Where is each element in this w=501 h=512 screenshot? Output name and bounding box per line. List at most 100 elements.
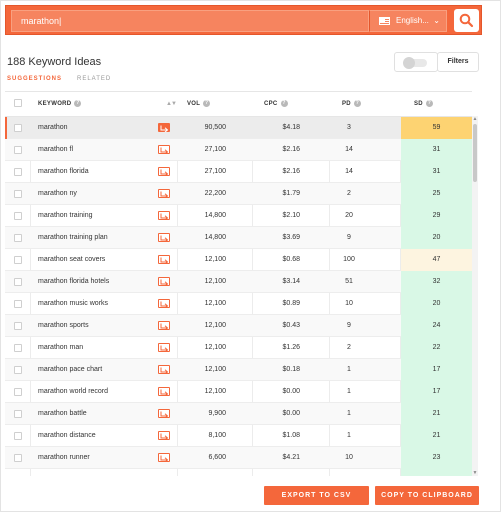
cpc-cell: $3.14	[282, 278, 300, 285]
open-keyword-icon[interactable]	[158, 343, 170, 352]
cpc-cell: $4.21	[282, 454, 300, 461]
row-checkbox[interactable]	[14, 190, 22, 198]
column-header-vol[interactable]: VOL?	[187, 92, 249, 117]
cpc-cell: $2.16	[282, 146, 300, 153]
open-keyword-icon[interactable]	[158, 233, 170, 242]
row-checkbox[interactable]	[14, 256, 22, 264]
open-keyword-icon[interactable]	[158, 189, 170, 198]
table-row[interactable]: marathon florida hotels 12,100 $3.14 51 32	[5, 271, 472, 293]
scrollbar-thumb[interactable]	[473, 124, 477, 182]
column-header-sd-label: SD	[414, 101, 423, 107]
open-keyword-icon[interactable]	[158, 387, 170, 396]
keyword-cell: marathon man	[38, 344, 84, 351]
table-row[interactable]: marathon florida 27,100 $2.16 14 31	[5, 161, 472, 183]
table-row[interactable]: marathon training 14,800 $2.10 20 29	[5, 205, 472, 227]
vol-cell: 12,100	[204, 344, 226, 351]
sd-cell: 17	[401, 359, 472, 381]
pd-cell: 1	[347, 366, 351, 373]
keyword-cell: marathon training	[38, 212, 93, 219]
column-header-cpc[interactable]: CPC?	[264, 92, 326, 117]
vol-cell: 12,100	[204, 322, 226, 329]
open-keyword-icon[interactable]	[158, 299, 170, 308]
filters-button[interactable]: Filters	[437, 52, 479, 72]
sd-cell: 21	[401, 403, 472, 425]
row-checkbox[interactable]	[14, 410, 22, 418]
open-keyword-icon[interactable]	[158, 145, 170, 154]
scroll-down-arrow-icon[interactable]: ▼	[472, 470, 478, 476]
open-keyword-icon[interactable]	[158, 453, 170, 462]
cpc-cell: $2.10	[282, 212, 300, 219]
search-input[interactable]: marathon|	[11, 10, 369, 32]
table-row[interactable]: marathon fl 27,100 $2.16 14 31	[5, 139, 472, 161]
column-header-keyword[interactable]: KEYWORD? ▲▼	[38, 92, 177, 117]
table-row[interactable]: marathon training plan 14,800 $3.69 9 20	[5, 227, 472, 249]
table-row[interactable]: marathon world record 12,100 $0.00 1 17	[5, 381, 472, 403]
view-toggle[interactable]	[394, 52, 438, 72]
row-checkbox[interactable]	[14, 366, 22, 374]
open-keyword-icon[interactable]	[158, 123, 170, 132]
row-checkbox[interactable]	[14, 278, 22, 286]
table-row[interactable]: marathon seat covers 12,100 $0.68 100 47	[5, 249, 472, 271]
table-row[interactable]: marathon runner 6,600 $4.21 10 23	[5, 447, 472, 469]
table-row[interactable]: marathon distance 8,100 $1.08 1 21	[5, 425, 472, 447]
column-header-pd[interactable]: PD?	[342, 92, 397, 117]
open-keyword-icon[interactable]	[158, 255, 170, 264]
table-row[interactable]: marathon pace chart 12,100 $0.18 1 17	[5, 359, 472, 381]
row-checkbox[interactable]	[14, 322, 22, 330]
vol-cell: 22,200	[204, 190, 226, 197]
open-keyword-icon[interactable]	[158, 277, 170, 286]
sd-cell: 23	[401, 447, 472, 469]
keyword-cell: marathon sports	[38, 322, 89, 329]
row-checkbox[interactable]	[14, 454, 22, 462]
scrollbar[interactable]	[472, 116, 478, 476]
help-icon: ?	[425, 99, 433, 107]
keyword-cell: marathon battle	[38, 410, 87, 417]
toggle-knob	[403, 57, 415, 69]
table-row[interactable]: marathon man 12,100 $1.26 2 22	[5, 337, 472, 359]
open-keyword-icon[interactable]	[158, 321, 170, 330]
row-checkbox[interactable]	[14, 234, 22, 242]
row-checkbox[interactable]	[14, 388, 22, 396]
row-checkbox[interactable]	[14, 432, 22, 440]
table-row[interactable]: marathon 90,500 $4.18 3 59	[5, 117, 472, 139]
table-row[interactable]: marathon sports 12,100 $0.43 9 24	[5, 315, 472, 337]
row-checkbox[interactable]	[14, 168, 22, 176]
table-row[interactable]: marathon ny 22,200 $1.79 2 25	[5, 183, 472, 205]
table-row[interactable]: marathon battle 9,900 $0.00 1 21	[5, 403, 472, 425]
table-row[interactable]: marathon music works 12,100 $0.89 10 20	[5, 293, 472, 315]
keyword-cell: marathon ny	[38, 190, 77, 197]
sd-cell	[401, 469, 472, 476]
vol-cell: 12,100	[204, 388, 226, 395]
row-checkbox[interactable]	[14, 300, 22, 308]
open-keyword-icon[interactable]	[158, 409, 170, 418]
column-header-sd[interactable]: SD?	[414, 92, 469, 117]
tab-suggestions[interactable]: SUGGESTIONS	[7, 76, 63, 82]
row-checkbox[interactable]	[14, 344, 22, 352]
select-all-checkbox[interactable]	[14, 99, 22, 107]
open-keyword-icon[interactable]	[158, 167, 170, 176]
row-checkbox[interactable]	[14, 124, 22, 132]
vol-cell	[180, 469, 226, 476]
open-keyword-icon[interactable]	[158, 431, 170, 440]
cpc-cell: $0.00	[282, 388, 300, 395]
cpc-cell: $2.16	[282, 168, 300, 175]
language-select[interactable]: English... ⌄	[369, 10, 447, 32]
open-keyword-icon[interactable]	[158, 365, 170, 374]
row-checkbox[interactable]	[14, 146, 22, 154]
keyword-cell: marathon seat covers	[38, 256, 106, 263]
scroll-up-arrow-icon[interactable]: ▲	[472, 116, 478, 122]
open-keyword-icon[interactable]	[158, 211, 170, 220]
table-row[interactable]	[5, 469, 472, 476]
cpc-cell: $0.00	[282, 410, 300, 417]
cpc-cell	[256, 469, 300, 476]
tab-related[interactable]: RELATED	[77, 76, 112, 82]
vol-cell: 14,800	[204, 212, 226, 219]
pd-cell: 10	[345, 300, 353, 307]
sd-cell: 47	[401, 249, 472, 271]
row-checkbox[interactable]	[14, 212, 22, 220]
keyword-cell: marathon music works	[38, 300, 109, 307]
search-button[interactable]	[454, 9, 479, 32]
export-csv-button[interactable]: EXPORT TO CSV	[264, 486, 369, 505]
copy-clipboard-button[interactable]: COPY TO CLIPBOARD	[375, 486, 479, 505]
